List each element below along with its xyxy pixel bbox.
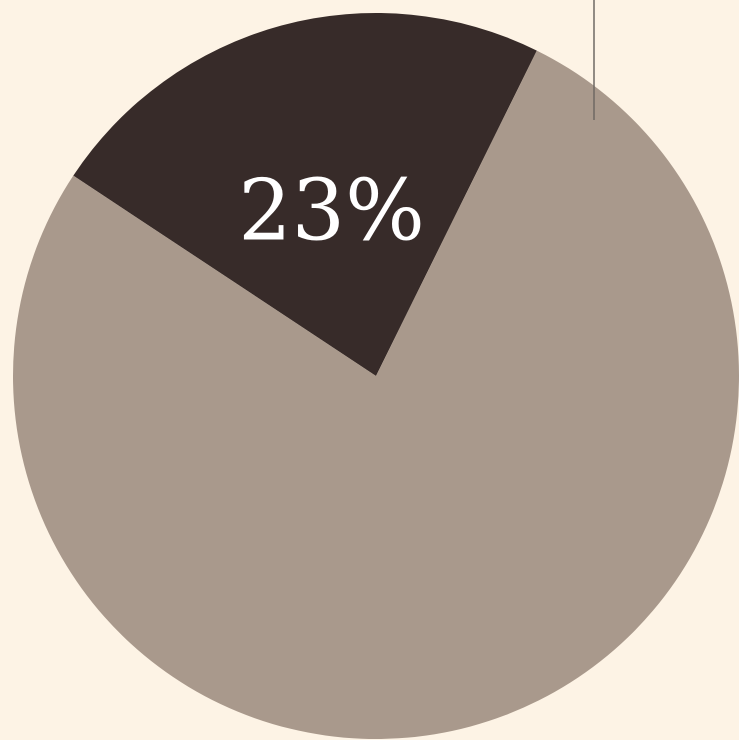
pie-slices (13, 12, 739, 739)
pie-slice-1 (13, 50, 739, 739)
slice-label-dark: 23% (238, 161, 425, 259)
pie-slice-0 (73, 12, 537, 376)
